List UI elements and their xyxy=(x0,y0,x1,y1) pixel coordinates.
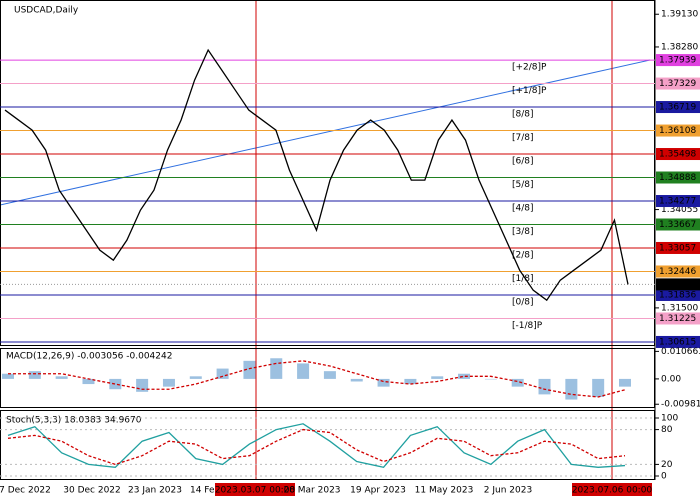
x-tick-label: 23 Jan 2023 xyxy=(128,486,182,496)
x-tick-label: 2023.07.06 00:00 xyxy=(572,486,653,496)
x-tick-label: 7 Dec 2022 xyxy=(0,486,51,496)
y-tick-label: 80 xyxy=(661,425,673,435)
y-tick-label: 20 xyxy=(661,460,673,470)
macd-bar xyxy=(216,368,229,379)
price-box xyxy=(656,218,700,231)
macd-bar xyxy=(350,378,363,382)
murray-label: [4/8] xyxy=(512,204,534,214)
macd-bar xyxy=(82,378,95,385)
y-tick-label: 0.010663 xyxy=(661,347,700,357)
macd-bar xyxy=(377,378,390,387)
macd-bar xyxy=(28,371,41,379)
price-box xyxy=(656,148,700,161)
murray-label: [3/8] xyxy=(512,227,534,237)
x-tick-label: 19 Apr 2023 xyxy=(350,486,406,496)
y-tick-label: -0.009818 xyxy=(661,400,700,410)
price-box-label: 1.37939 xyxy=(659,56,696,66)
macd-bar xyxy=(431,376,444,379)
price-line xyxy=(4,48,629,302)
price-box-label: 1.32111 xyxy=(659,280,696,290)
price-box xyxy=(656,101,700,114)
murray-label: [8/8] xyxy=(512,110,534,120)
trendline xyxy=(0,59,651,206)
date-box xyxy=(572,483,652,496)
murray-label: [5/8] xyxy=(512,180,534,190)
macd-bar xyxy=(484,378,497,380)
macd-bar xyxy=(189,376,202,379)
price-box xyxy=(656,77,700,90)
price-box xyxy=(656,312,700,325)
price-box xyxy=(656,265,700,278)
macd-bar xyxy=(619,378,631,387)
price-box-label: 1.37329 xyxy=(659,79,696,89)
price-box xyxy=(656,54,700,67)
murray-label: [6/8] xyxy=(512,157,534,167)
stoch-k xyxy=(7,423,626,469)
price-box xyxy=(656,288,700,301)
macd-bar xyxy=(323,371,336,379)
murray-label: [1/8] xyxy=(512,274,534,284)
y-tick-label: 0.00 xyxy=(661,374,681,384)
macd-bar xyxy=(458,373,471,379)
macd-title: MACD(12,26,9) -0.003056 -0.004242 xyxy=(6,352,172,362)
price-box-label: 1.31836 xyxy=(659,290,696,300)
x-tick-label: 2 Jun 2023 xyxy=(484,486,532,496)
macd-bar xyxy=(243,360,256,379)
price-box xyxy=(656,171,700,184)
price-box-label: 1.33057 xyxy=(659,243,696,253)
price-box xyxy=(656,241,700,254)
price-box-label: 1.31225 xyxy=(659,314,696,324)
macd-bar xyxy=(109,378,122,390)
macd-bar xyxy=(538,378,551,395)
macd-bar xyxy=(270,358,283,379)
chart-title: USDCAD,Daily xyxy=(14,6,79,16)
date-box xyxy=(215,483,295,496)
price-box xyxy=(656,278,700,291)
price-box-label: 1.33667 xyxy=(659,220,696,230)
x-tick-label: 2023.03.07 00:00 xyxy=(215,486,296,496)
y-tick-label: 0 xyxy=(661,472,667,482)
x-tick-label: 28 Mar 2023 xyxy=(283,486,340,496)
price-box-label: 1.34277 xyxy=(659,197,696,207)
murray-label: [2/8] xyxy=(512,250,534,260)
x-tick-label: 11 May 2023 xyxy=(415,486,474,496)
price-box-label: 1.32446 xyxy=(659,267,696,277)
macd-bar xyxy=(55,376,68,379)
price-box-label: 1.36719 xyxy=(659,103,696,113)
y-tick-label: 1.39130 xyxy=(661,10,698,20)
x-tick-label: 30 Dec 2022 xyxy=(63,486,121,496)
stoch-d xyxy=(7,428,626,466)
y-tick-label: 1.31500 xyxy=(661,303,698,313)
macd-bar xyxy=(2,373,14,379)
price-box xyxy=(656,124,700,137)
stoch-title: Stoch(5,3,3) 18.0383 34.9670 xyxy=(6,416,142,426)
y-tick-label: 1.34055 xyxy=(661,205,698,215)
price-box-label: 1.36108 xyxy=(659,126,696,136)
murray-label: [+1/8]P xyxy=(512,86,547,96)
macd-bar xyxy=(592,378,605,397)
macd-bar xyxy=(297,363,310,379)
murray-label: [7/8] xyxy=(512,133,534,143)
macd-bar xyxy=(404,378,417,385)
y-tick-label: 1.38280 xyxy=(661,42,698,52)
price-box-label: 1.34888 xyxy=(659,173,696,183)
murray-label: [-1/8]P xyxy=(512,321,543,331)
price-box xyxy=(656,195,700,208)
macd-bar xyxy=(511,378,524,387)
price-box-label: 1.30615 xyxy=(659,337,696,347)
y-tick-label: 100 xyxy=(661,414,678,424)
price-box xyxy=(656,335,700,348)
murray-label: [+2/8]P xyxy=(512,63,547,73)
macd-bar xyxy=(162,378,175,387)
price-box-label: 1.35498 xyxy=(659,150,696,160)
murray-label: [0/8] xyxy=(512,297,534,307)
macd-bar xyxy=(565,378,578,400)
